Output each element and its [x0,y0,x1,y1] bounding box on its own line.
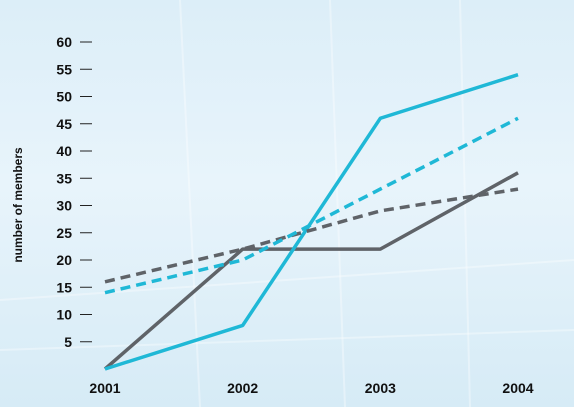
series-line-4-dashed [104,116,519,295]
x-tick-label: 2001 [89,380,120,396]
y-tick-label: 5 [64,334,72,350]
y-axis: 5 10 15 20 25 30 35 40 45 50 55 60 [56,34,92,350]
y-tick-label: 55 [56,61,72,77]
x-tick-label: 2002 [227,380,258,396]
y-axis-label: number of members [11,147,25,263]
y-tick-label: 10 [56,307,72,323]
x-axis: 2001 2002 2003 2004 [89,380,533,396]
y-tick-label: 45 [56,116,72,132]
series-line-3-dashed [104,187,519,284]
y-tick-label: 60 [56,34,72,50]
x-tick-label: 2003 [365,380,396,396]
series-line-2-solid [104,73,519,371]
y-tick-label: 40 [56,143,72,159]
y-tick-label: 15 [56,279,72,295]
series-layer [103,73,519,371]
y-tick-label: 30 [56,198,72,214]
y-tick-label: 25 [56,225,72,241]
y-tick-label: 35 [56,170,72,186]
y-tick-label: 20 [56,252,72,268]
x-tick-label: 2004 [502,380,533,396]
y-tick-label: 50 [56,89,72,105]
series-line-1-solid [103,171,519,371]
